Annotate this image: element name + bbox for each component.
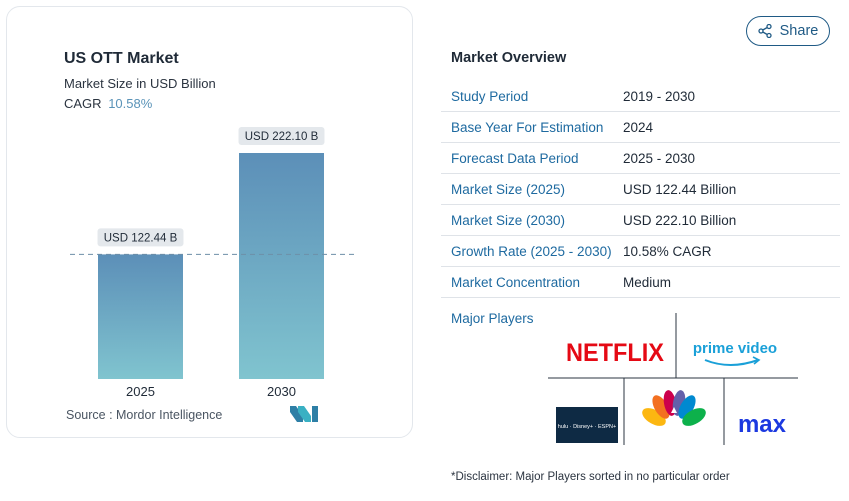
- data-label-box: [97, 228, 184, 247]
- prime-smile-icon: [704, 359, 759, 366]
- bar-chart: USD 122.44 B 2025 USD 222.10 B 2030: [70, 127, 355, 399]
- overview-row-value: USD 222.10 Billion: [623, 212, 737, 228]
- data-label: USD 122.44 B: [104, 232, 178, 244]
- mordor-logo-icon: [290, 406, 318, 422]
- nbc-peacock-logo: [642, 390, 706, 426]
- overview-row-label[interactable]: Forecast Data Period: [451, 150, 579, 166]
- share-label: Share: [779, 23, 819, 39]
- overview-row-label[interactable]: Market Size (2025): [451, 181, 566, 197]
- overview-row-label[interactable]: Study Period: [451, 88, 529, 104]
- cagr-value: 10.58%: [108, 96, 153, 111]
- players-label: Major Players: [451, 311, 534, 326]
- overview-row: Study Period 2019 - 2030: [441, 81, 840, 112]
- overview-row: Market Concentration Medium: [441, 267, 840, 298]
- overview-row: Forecast Data Period 2025 - 2030: [441, 143, 840, 174]
- disney-bundle-text: hulu · Disney+ · ESPN+: [558, 424, 616, 430]
- prime-video-logo: prime video: [693, 340, 777, 357]
- overview-row-value: Medium: [623, 274, 672, 290]
- bar-2025: [98, 254, 183, 379]
- overview-row: Market Size (2025) USD 122.44 Billion: [441, 174, 840, 205]
- overview-row-value: 2019 - 2030: [623, 88, 696, 104]
- overview-row-label[interactable]: Market Size (2030): [451, 212, 566, 228]
- bar-2030: [239, 153, 324, 379]
- x-tick-label: 2025: [126, 384, 155, 399]
- data-label-box: [238, 127, 325, 145]
- chart-subtitle: Market Size in USD Billion: [64, 76, 216, 91]
- overview-row: Growth Rate (2025 - 2030) 10.58% CAGR: [441, 236, 840, 267]
- data-label: USD 222.10 B: [245, 131, 319, 143]
- disney-bundle-logo: [556, 407, 618, 443]
- chart-title: US OTT Market: [64, 50, 179, 67]
- overview-row-value: 2024: [623, 119, 654, 135]
- share-button[interactable]: Share: [746, 16, 830, 46]
- overview-row-value: 10.58% CAGR: [623, 243, 712, 259]
- overview-row-label[interactable]: Growth Rate (2025 - 2030): [451, 243, 612, 259]
- overview-row-value: USD 122.44 Billion: [623, 181, 737, 197]
- overview-table: Study Period 2019 - 2030 Base Year For Est…: [441, 81, 840, 298]
- netflix-logo: NETFLIX: [566, 339, 664, 367]
- overview-title: Market Overview: [451, 50, 567, 66]
- x-tick-label: 2030: [267, 384, 296, 399]
- cagr-label: CAGR: [64, 96, 102, 111]
- chart-cagr: CAGR 10.58%: [64, 96, 152, 111]
- chart-source: Source : Mordor Intelligence: [66, 408, 223, 422]
- share-icon: [757, 24, 772, 38]
- overview-row-label[interactable]: Market Concentration: [451, 274, 581, 290]
- market-chart-card: [6, 6, 413, 438]
- overview-row: Market Size (2030) USD 222.10 Billion: [441, 205, 840, 236]
- overview-row-value: 2025 - 2030: [623, 150, 696, 166]
- disclaimer: *Disclaimer: Major Players sorted in no …: [451, 471, 730, 483]
- overview-row: Base Year For Estimation 2024: [441, 112, 840, 143]
- overview-row-label[interactable]: Base Year For Estimation: [451, 119, 604, 135]
- max-logo: max: [738, 411, 787, 438]
